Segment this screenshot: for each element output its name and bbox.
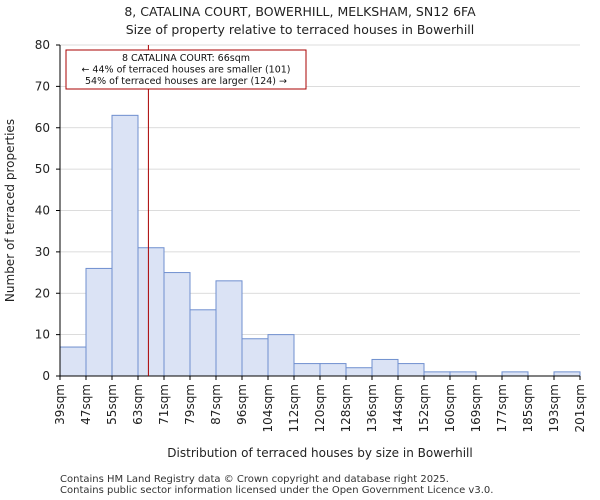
x-tick-label: 55sqm [105, 384, 119, 425]
x-tick-label: 160sqm [443, 384, 457, 432]
x-tick-label: 112sqm [287, 384, 301, 432]
x-tick-label: 120sqm [313, 384, 327, 432]
histogram-bar [423, 371, 451, 377]
histogram-bar [163, 272, 191, 377]
histogram-bar [319, 363, 347, 377]
histogram-bar [449, 371, 477, 377]
histogram-bar [137, 247, 165, 377]
histogram-bar [553, 371, 581, 377]
y-tick-label: 10 [35, 328, 50, 342]
y-tick-label: 20 [35, 286, 50, 300]
histogram-bar [241, 338, 269, 377]
y-tick-label: 50 [35, 162, 50, 176]
x-tick-label: 47sqm [79, 384, 93, 425]
x-tick-label: 63sqm [131, 384, 145, 425]
x-tick-label: 185sqm [521, 384, 535, 432]
annotation-box [65, 49, 307, 90]
histogram-bar [267, 334, 295, 377]
y-axis-label: Number of terraced properties [3, 119, 17, 302]
x-tick-label: 201sqm [573, 384, 587, 432]
y-tick-label: 30 [35, 245, 50, 259]
x-tick-label: 193sqm [547, 384, 561, 432]
histogram-bar [345, 367, 373, 377]
x-tick-label: 152sqm [417, 384, 431, 432]
x-tick-label: 169sqm [469, 384, 483, 432]
x-tick-label: 104sqm [261, 384, 275, 432]
x-tick-label: 144sqm [391, 384, 405, 432]
annotation-line-1: 8 CATALINA COURT: 66sqm [122, 53, 250, 64]
histogram-bar [189, 309, 217, 377]
y-tick-label: 70 [35, 79, 50, 93]
y-tick-label: 60 [35, 121, 50, 135]
x-tick-label: 87sqm [209, 384, 223, 425]
histogram-bar [501, 371, 529, 377]
histogram-bar [397, 363, 425, 377]
histogram-bar [215, 280, 243, 377]
x-tick-label: 79sqm [183, 384, 197, 425]
histogram-bar [59, 346, 87, 377]
y-tick-label: 0 [42, 369, 50, 383]
x-tick-label: 96sqm [235, 384, 249, 425]
x-tick-label: 136sqm [365, 384, 379, 432]
x-axis-label: Distribution of terraced houses by size … [167, 446, 472, 460]
annotation-line-3: 54% of terraced houses are larger (124) … [85, 76, 287, 87]
footer-line-1: Contains HM Land Registry data © Crown c… [60, 474, 449, 485]
x-tick-label: 71sqm [157, 384, 171, 425]
histogram-bar [371, 358, 399, 377]
y-tick-label: 40 [35, 204, 50, 218]
histogram-bar [111, 114, 139, 377]
x-tick-label: 39sqm [53, 384, 67, 425]
y-tick-label: 80 [35, 38, 50, 52]
histogram-bar [85, 267, 113, 377]
histogram-bar [293, 363, 321, 377]
footer-line-2: Contains public sector information licen… [60, 485, 494, 496]
annotation-line-2: ← 44% of terraced houses are smaller (10… [81, 65, 290, 76]
chart-subtitle: Size of property relative to terraced ho… [125, 22, 475, 37]
chart-title: 8, CATALINA COURT, BOWERHILL, MELKSHAM, … [124, 4, 476, 19]
x-tick-label: 177sqm [495, 384, 509, 432]
x-tick-label: 128sqm [339, 384, 353, 432]
